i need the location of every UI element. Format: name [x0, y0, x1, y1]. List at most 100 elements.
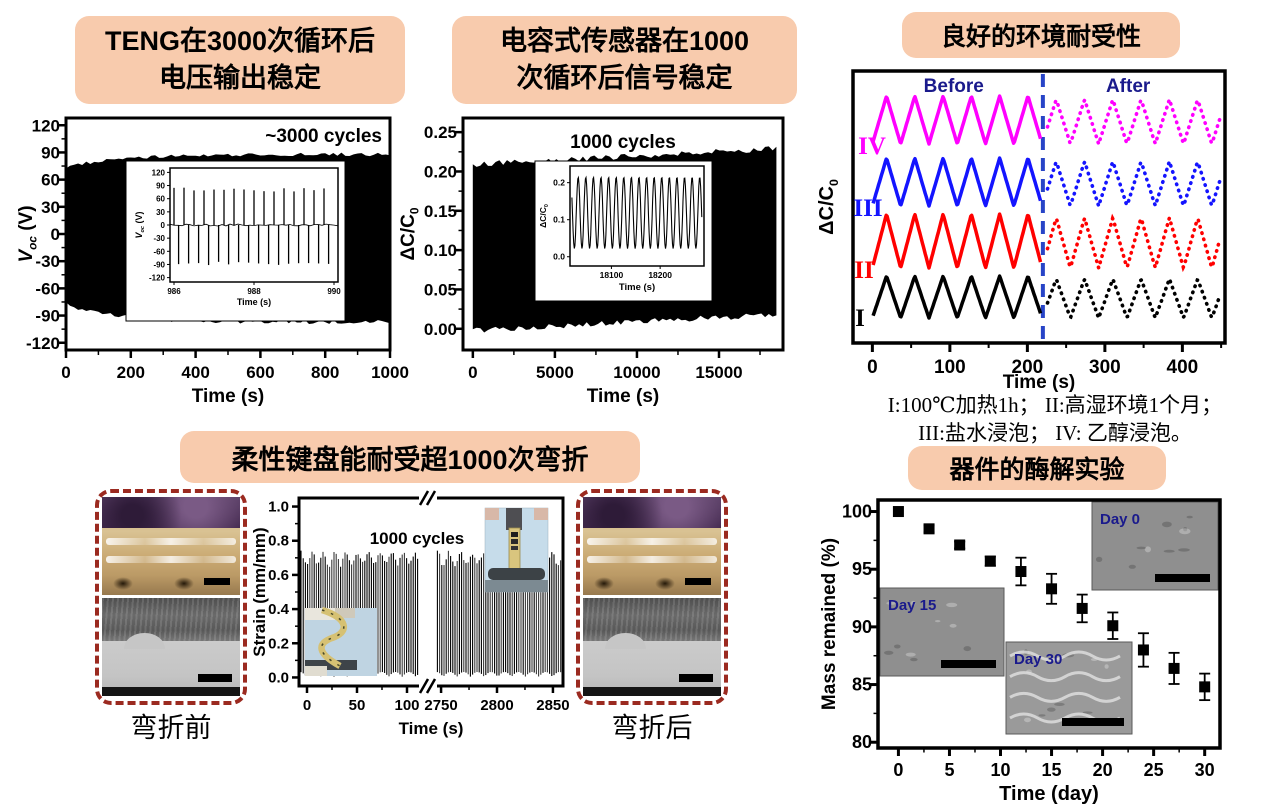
- inset-y-tick: 0.0: [553, 252, 565, 262]
- mass-data-point: [1107, 620, 1119, 632]
- panel-c-title-line1: 良好的环境耐受性: [940, 23, 1141, 51]
- y-tick-label: 30: [41, 198, 60, 217]
- x-axis-title: Time (s): [587, 386, 660, 407]
- after-bending-caption: 弯折后: [611, 713, 693, 743]
- sem-day-label: Day 30: [1014, 651, 1062, 668]
- x-tick-label: 0: [867, 357, 878, 378]
- panel-a-title-line1: TENG在3000次循环后: [104, 26, 376, 56]
- inset-baseline: [169, 223, 339, 227]
- x-tick-label: 400: [181, 363, 209, 382]
- shadow-spot: [594, 577, 615, 591]
- mass-data-point: [1168, 662, 1180, 674]
- sem-bump: [124, 633, 166, 649]
- panel-a-title: TENG在3000次循环后 电压输出稳定: [75, 16, 405, 104]
- panel-b-title: 电容式传感器在1000 次循环后信号稳定: [452, 16, 797, 104]
- before-bending-photo-group: [95, 489, 247, 705]
- shadow-spot: [173, 577, 194, 591]
- y-tick-label: 0.05: [424, 280, 457, 299]
- trace-II-after: [1045, 211, 1222, 275]
- trace-I-after: [1045, 273, 1222, 324]
- y-tick-label: 1.0: [268, 499, 289, 516]
- panel-c-title: 良好的环境耐受性: [902, 12, 1180, 58]
- cycles-annotation: ~3000 cycles: [265, 126, 382, 147]
- x-tick-label: 300: [1089, 357, 1121, 378]
- y-tick-label: 0.4: [268, 601, 290, 618]
- axis-label: Strain (mm/mm): [250, 527, 269, 656]
- scale-bar: [1155, 574, 1210, 582]
- sem-rough-layer: [583, 598, 721, 642]
- scale-bar: [198, 674, 232, 682]
- trace-IV-before: [871, 94, 1043, 146]
- x-tick-label: 0: [468, 363, 477, 382]
- x-tick-label: 30: [1195, 760, 1215, 780]
- x-tick-label: 2750: [424, 697, 457, 714]
- y-tick-label: 0.8: [268, 533, 289, 550]
- inset-wave: [571, 175, 703, 249]
- x-tick-label: 25: [1144, 760, 1164, 780]
- trace-I-before: [871, 274, 1043, 320]
- axis-label: ΔC/C0: [816, 179, 841, 235]
- sem-info-bar: [102, 687, 240, 696]
- x-tick-label: 200: [117, 363, 145, 382]
- highlight-streak: [587, 538, 717, 546]
- inset-x-tick: 18100: [600, 270, 624, 280]
- trace-III-after: [1045, 155, 1222, 212]
- mass-data-point: [1046, 583, 1058, 595]
- fabric-texture: [102, 497, 240, 529]
- y-tick-label: 0.2: [268, 635, 289, 652]
- mass-data-point: [1199, 681, 1211, 693]
- x-axis-title: Time (s): [192, 386, 265, 407]
- x-tick-label: 600: [246, 363, 274, 382]
- x-tick-label: 2850: [536, 697, 569, 714]
- mass-data-point: [1076, 602, 1088, 614]
- plot-frame: [851, 69, 1227, 345]
- highlight-streak: [587, 555, 717, 563]
- sem-rough-layer: [102, 598, 240, 642]
- inset-x-title: Time (s): [237, 297, 271, 307]
- trace-label-II: II: [854, 257, 873, 284]
- x-tick-label: 100: [934, 357, 966, 378]
- panel-b-title-line1: 电容式传感器在1000: [499, 26, 750, 56]
- x-tick-label: 20: [1093, 760, 1113, 780]
- highlight-streak: [106, 555, 236, 563]
- x-axis-title: Time (day): [999, 783, 1099, 804]
- x-tick-label: 0: [303, 697, 311, 714]
- inset-y-tick: 60: [156, 195, 165, 204]
- trace-III-before: [871, 156, 1043, 208]
- environment-conditions-caption: I:100℃加热1h； II:高湿环境1个月； III:盐水浸泡； IV: 乙醇…: [842, 391, 1268, 447]
- cycles-annotation: 1000 cycles: [370, 529, 465, 548]
- scale-bar: [1062, 718, 1124, 726]
- sem-photo-after: [583, 598, 721, 696]
- y-tick-label: 60: [41, 171, 60, 190]
- x-tick-label: 50: [349, 697, 366, 714]
- y-tick-label: 0.00: [424, 320, 457, 339]
- y-tick-label: -60: [35, 279, 60, 298]
- cycles-annotation: 1000 cycles: [570, 132, 676, 153]
- y-tick-label: 0.15: [424, 202, 457, 221]
- y-tick-label: -30: [35, 252, 60, 271]
- trace-label-IV: IV: [858, 133, 886, 160]
- x-tick-label: 400: [1167, 357, 1199, 378]
- inset-y-tick: 0: [161, 221, 166, 230]
- axis-label: ΔC/C0: [398, 207, 422, 260]
- y-tick-label: -120: [26, 334, 60, 353]
- x-axis-title: Time (s): [1003, 372, 1076, 393]
- trace-label-I: I: [855, 305, 865, 332]
- x-tick-label: 0: [61, 363, 70, 382]
- x-tick-label: 15: [1042, 760, 1062, 780]
- trace-II-before: [871, 212, 1043, 270]
- inset-y-tick: 30: [156, 208, 165, 217]
- mass-data-point: [984, 555, 996, 567]
- y-tick-label: 95: [852, 559, 872, 579]
- x-tick-label: 800: [311, 363, 339, 382]
- mass-data-point: [1015, 566, 1027, 578]
- axis-label: Mass remained (%): [819, 538, 840, 710]
- sem-bump: [605, 633, 647, 649]
- shadow-spot: [113, 577, 134, 591]
- environment-caption-line1: I:100℃加热1h； II:高湿环境1个月；: [887, 393, 1223, 417]
- sem-day-label: Day 0: [1100, 511, 1140, 528]
- plot-frame: [461, 116, 785, 352]
